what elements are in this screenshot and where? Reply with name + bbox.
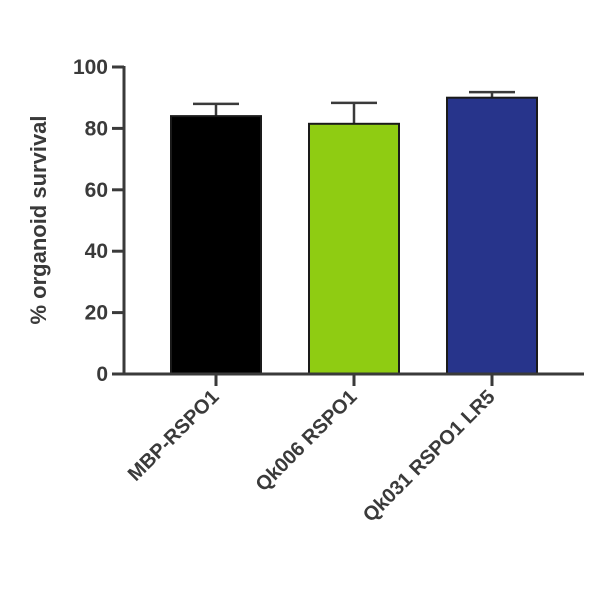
y-tick-label: 80 xyxy=(85,117,108,140)
bars-layer xyxy=(170,90,538,376)
y-tick-label: 0 xyxy=(96,363,108,386)
y-axis-label: % organoid survival xyxy=(26,115,51,324)
x-category-label: MBP-RSPO1 xyxy=(124,386,224,486)
bar xyxy=(308,122,400,375)
x-category-label: Qk031 RSPO1 LR5 xyxy=(359,386,500,527)
x-category-label: Qk006 RSPO1 xyxy=(252,386,362,496)
y-ticks: 0 20 40 60 80 100 xyxy=(73,56,124,386)
y-tick-label: 20 xyxy=(85,302,108,325)
bar xyxy=(170,115,262,376)
y-tick-label: 60 xyxy=(85,179,108,202)
y-tick-label: 40 xyxy=(85,240,108,263)
y-tick-label: 100 xyxy=(73,56,108,79)
bar xyxy=(446,96,538,375)
